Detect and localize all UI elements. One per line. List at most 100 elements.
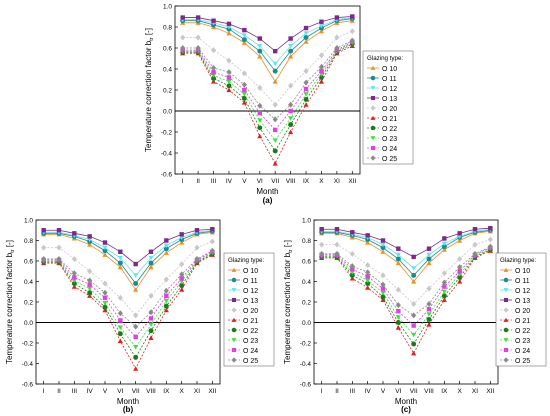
y-axis-label-unit: [-] — [144, 28, 153, 37]
data-point — [441, 241, 447, 247]
legend-marker — [231, 307, 237, 313]
data-point — [349, 275, 355, 281]
data-point — [426, 256, 432, 262]
data-point — [102, 289, 108, 296]
data-point — [303, 35, 309, 40]
series-line — [321, 239, 491, 305]
legend-marker — [231, 317, 237, 322]
legend-marker — [370, 86, 376, 91]
series-o25 — [41, 247, 215, 330]
series-line — [321, 228, 491, 269]
legend-label: O 24 — [243, 348, 258, 355]
legend-marker — [231, 357, 237, 363]
data-point — [411, 312, 417, 319]
x-tick-label: V — [103, 388, 108, 395]
data-point — [411, 266, 417, 271]
x-tick-label: XI — [334, 178, 340, 185]
series-o10 — [319, 228, 493, 284]
x-tick-label: IX — [163, 388, 170, 395]
legend-title: Glazing type: — [367, 55, 403, 62]
series-line — [43, 252, 213, 348]
data-point — [179, 287, 185, 292]
legend-label: O 10 — [515, 268, 530, 275]
data-point — [303, 92, 309, 97]
data-point — [303, 96, 309, 102]
data-point — [133, 354, 139, 360]
series-o13 — [41, 227, 215, 267]
legend-marker — [231, 327, 237, 333]
data-point — [272, 68, 278, 74]
data-point — [288, 116, 294, 121]
data-point — [118, 318, 123, 323]
data-point — [303, 39, 309, 44]
data-point — [457, 269, 462, 274]
data-point — [441, 297, 447, 303]
y-tick-label: -0.4 — [161, 151, 173, 158]
data-point — [56, 244, 62, 251]
data-point — [380, 238, 386, 243]
data-point — [102, 295, 108, 301]
data-point — [303, 31, 309, 36]
x-tick-label: X — [457, 388, 462, 395]
series-o10 — [180, 18, 355, 84]
x-tick-label: X — [319, 178, 324, 185]
x-tick-label: V — [242, 178, 247, 185]
data-point — [148, 264, 154, 270]
data-point — [288, 36, 293, 41]
data-point — [56, 228, 62, 233]
data-point — [117, 255, 123, 261]
legend-marker — [370, 145, 376, 151]
y-axis-label: Temperature correction factor btr [-] — [5, 240, 16, 364]
y-tick-label: -0.6 — [161, 172, 173, 179]
data-point — [395, 325, 401, 330]
data-point — [226, 57, 232, 64]
legend-marker — [503, 288, 509, 293]
x-tick-label: XI — [472, 388, 478, 395]
data-point — [380, 272, 386, 279]
x-tick-label: VI — [395, 388, 401, 395]
data-point — [350, 230, 355, 235]
data-point — [349, 250, 355, 257]
data-point — [117, 331, 123, 337]
data-point — [365, 278, 371, 283]
data-point — [87, 242, 93, 247]
legend-label: O 21 — [382, 116, 397, 123]
data-point — [411, 254, 416, 260]
legend-marker — [370, 155, 376, 161]
data-point — [87, 293, 93, 298]
y-tick-label: 0.4 — [24, 279, 33, 286]
data-point — [133, 287, 139, 292]
legend-marker — [503, 267, 509, 272]
data-point — [442, 284, 447, 289]
legend-label: O 12 — [243, 288, 258, 295]
legend-label: O 24 — [515, 348, 530, 355]
series-line — [43, 230, 213, 285]
legend-label: O 10 — [382, 66, 397, 73]
x-tick-label: II — [57, 388, 61, 395]
legend: Glazing type: O 10 O 11 O 12 O 13 O 20 O 21 O 2… — [223, 252, 275, 367]
x-tick-label: XII — [348, 178, 356, 185]
data-point — [133, 261, 138, 267]
y-tick-label: 0.6 — [302, 259, 311, 266]
data-point — [411, 341, 417, 347]
data-point — [457, 279, 463, 284]
x-tick-label: X — [179, 388, 184, 395]
data-point — [441, 289, 447, 295]
legend-label: O 24 — [382, 146, 397, 153]
data-point — [288, 122, 294, 128]
data-point — [319, 227, 324, 232]
data-point — [241, 37, 247, 43]
series-line — [182, 43, 353, 152]
data-point — [148, 309, 154, 316]
data-point — [241, 100, 247, 105]
legend-marker — [503, 277, 509, 283]
legend: Glazing type: O 10 O 11 O 12 O 13 O 20 O 21 O 2… — [362, 50, 414, 165]
y-tick-label: 0.8 — [302, 238, 311, 245]
series-line — [43, 231, 213, 291]
legend-label: O 13 — [515, 298, 530, 305]
data-point — [163, 303, 169, 309]
x-tick-label: V — [381, 388, 386, 395]
x-tick-label: VI — [257, 178, 263, 185]
data-point — [472, 241, 478, 248]
data-point — [426, 285, 432, 292]
